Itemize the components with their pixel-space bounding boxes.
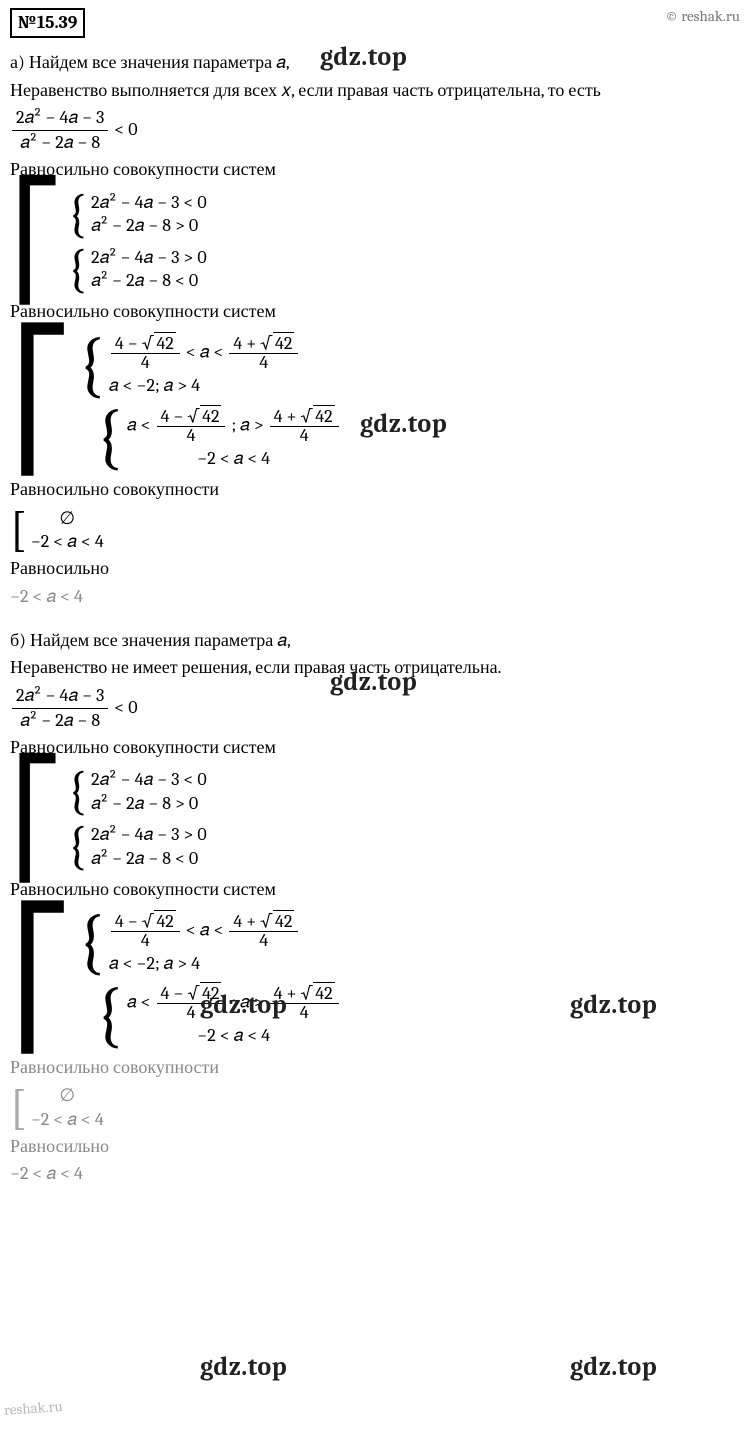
pa-sys2-g1top: 4 − 42 4 < 𝑎 < 4 + 42 4: [107, 333, 302, 374]
bracket-outer-icon: ⎡: [10, 764, 65, 874]
pb-sys3: [ ∅ −2 < 𝑎 < 4: [10, 1084, 740, 1131]
pa-sys1-g2r2: 𝑎² − 2𝑎 − 8 < 0: [89, 269, 209, 292]
pb-ineq-rel: < 0: [114, 697, 137, 718]
brace-icon: {: [77, 333, 105, 398]
brace-icon: {: [77, 910, 105, 975]
pb-equiv2: Равносильно совокупности систем: [10, 878, 740, 902]
pb-ineq: 2𝑎² − 4𝑎 − 3 𝑎² − 2𝑎 − 8 < 0: [10, 684, 740, 734]
brace-icon: {: [67, 191, 87, 238]
pb-sys1-g2r2: 𝑎² − 2𝑎 − 8 < 0: [89, 847, 209, 870]
pb-ineq-num: 2𝑎² − 4𝑎 − 3: [12, 684, 108, 709]
brace-icon: {: [95, 983, 123, 1048]
pb-answer: −2 < 𝑎 < 4: [10, 1162, 740, 1186]
pa-sys1-g1r2: 𝑎² − 2𝑎 − 8 > 0: [89, 214, 209, 237]
pb-ineq-den: 𝑎² − 2𝑎 − 8: [12, 709, 108, 733]
pb-sys2: ⎡ { 4 − 42 4 < 𝑎 < 4 + 42 4 𝑎 < −2; 𝑎 > …: [10, 906, 740, 1052]
pb-sys2-g1bot: 𝑎 < −2; 𝑎 > 4: [107, 952, 302, 975]
pb-premise: Неравенство не имеет решения, если права…: [10, 656, 740, 680]
pa-sys1-g1r1: 2𝑎² − 4𝑎 − 3 < 0: [89, 191, 209, 214]
branding-bottomleft: reshak.ru: [3, 1396, 63, 1420]
pa-sys3-bot: −2 < 𝑎 < 4: [29, 530, 106, 553]
pa-ineq-den: 𝑎² − 2𝑎 − 8: [12, 131, 108, 155]
bracket-outer-icon: [: [10, 507, 27, 554]
pa-sys1-g2r1: 2𝑎² − 4𝑎 − 3 > 0: [89, 246, 209, 269]
pb-sys2-g2bot: −2 < 𝑎 < 4: [125, 1024, 343, 1047]
pa-sys3: [ ∅ −2 < 𝑎 < 4: [10, 507, 740, 554]
branding-topright: © reshak.ru: [665, 6, 740, 26]
pa-heading: а) Найдем все значения параметра 𝑎,: [10, 51, 740, 75]
pa-sys2-g1bot: 𝑎 < −2; 𝑎 > 4: [107, 374, 302, 397]
brace-icon: {: [67, 823, 87, 870]
pa-sys1: ⎡ { 2𝑎² − 4𝑎 − 3 < 0 𝑎² − 2𝑎 − 8 > 0 { 2…: [10, 187, 740, 297]
pa-ineq-rel: < 0: [114, 119, 137, 140]
pb-equiv1: Равносильно совокупности систем: [10, 736, 740, 760]
bracket-outer-icon: [: [10, 1084, 27, 1131]
pa-answer: −2 < 𝑎 < 4: [10, 585, 740, 609]
brace-icon: {: [67, 768, 87, 815]
pb-sys1-g2r1: 2𝑎² − 4𝑎 − 3 > 0: [89, 823, 209, 846]
pb-sys2-g1top: 4 − 42 4 < 𝑎 < 4 + 42 4: [107, 911, 302, 952]
pa-equiv3: Равносильно совокупности: [10, 478, 740, 502]
pa-equiv2: Равносильно совокупности систем: [10, 300, 740, 324]
pb-sys3-top: ∅: [29, 1084, 106, 1107]
brace-icon: {: [67, 246, 87, 293]
pa-ineq-num: 2𝑎² − 4𝑎 − 3: [12, 106, 108, 131]
pa-sys3-top: ∅: [29, 507, 106, 530]
pb-sys1: ⎡ { 2𝑎² − 4𝑎 − 3 < 0 𝑎² − 2𝑎 − 8 > 0 { 2…: [10, 764, 740, 874]
watermark: gdz.top: [200, 1350, 287, 1385]
pb-sys1-g1r2: 𝑎² − 2𝑎 − 8 > 0: [89, 792, 209, 815]
pa-sys2-g2bot: −2 < 𝑎 < 4: [125, 447, 343, 470]
pb-equiv3: Равносильно совокупности: [10, 1056, 740, 1080]
pa-equiv1: Равносильно совокупности систем: [10, 158, 740, 182]
bracket-outer-icon: ⎡: [10, 906, 75, 1052]
pa-premise: Неравенство выполняется для всех 𝑥, если…: [10, 79, 740, 103]
pb-sys3-bot: −2 < 𝑎 < 4: [29, 1108, 106, 1131]
pa-sys2-g2top: 𝑎 < 4 − 42 4 ; 𝑎 > 4 + 42 4: [125, 406, 343, 447]
pb-heading: б) Найдем все значения параметра 𝑎,: [10, 629, 740, 653]
pa-sys2: ⎡ { 4 − 42 4 < 𝑎 < 4 + 42 4 𝑎 < −2; 𝑎 > …: [10, 329, 740, 475]
watermark: gdz.top: [570, 1350, 657, 1385]
brace-icon: {: [95, 405, 123, 470]
pa-equiv4: Равносильно: [10, 557, 740, 581]
bracket-outer-icon: ⎡: [10, 329, 75, 475]
pb-sys1-g1r1: 2𝑎² − 4𝑎 − 3 < 0: [89, 768, 209, 791]
bracket-outer-icon: ⎡: [10, 187, 65, 297]
pa-ineq: 2𝑎² − 4𝑎 − 3 𝑎² − 2𝑎 − 8 < 0: [10, 106, 740, 156]
problem-number: №15.39: [10, 8, 85, 38]
pb-equiv4: Равносильно: [10, 1135, 740, 1159]
pb-sys2-g2top: 𝑎 < 4 − 42 4 ; 𝑎 > 4 + 42 4: [125, 983, 343, 1024]
